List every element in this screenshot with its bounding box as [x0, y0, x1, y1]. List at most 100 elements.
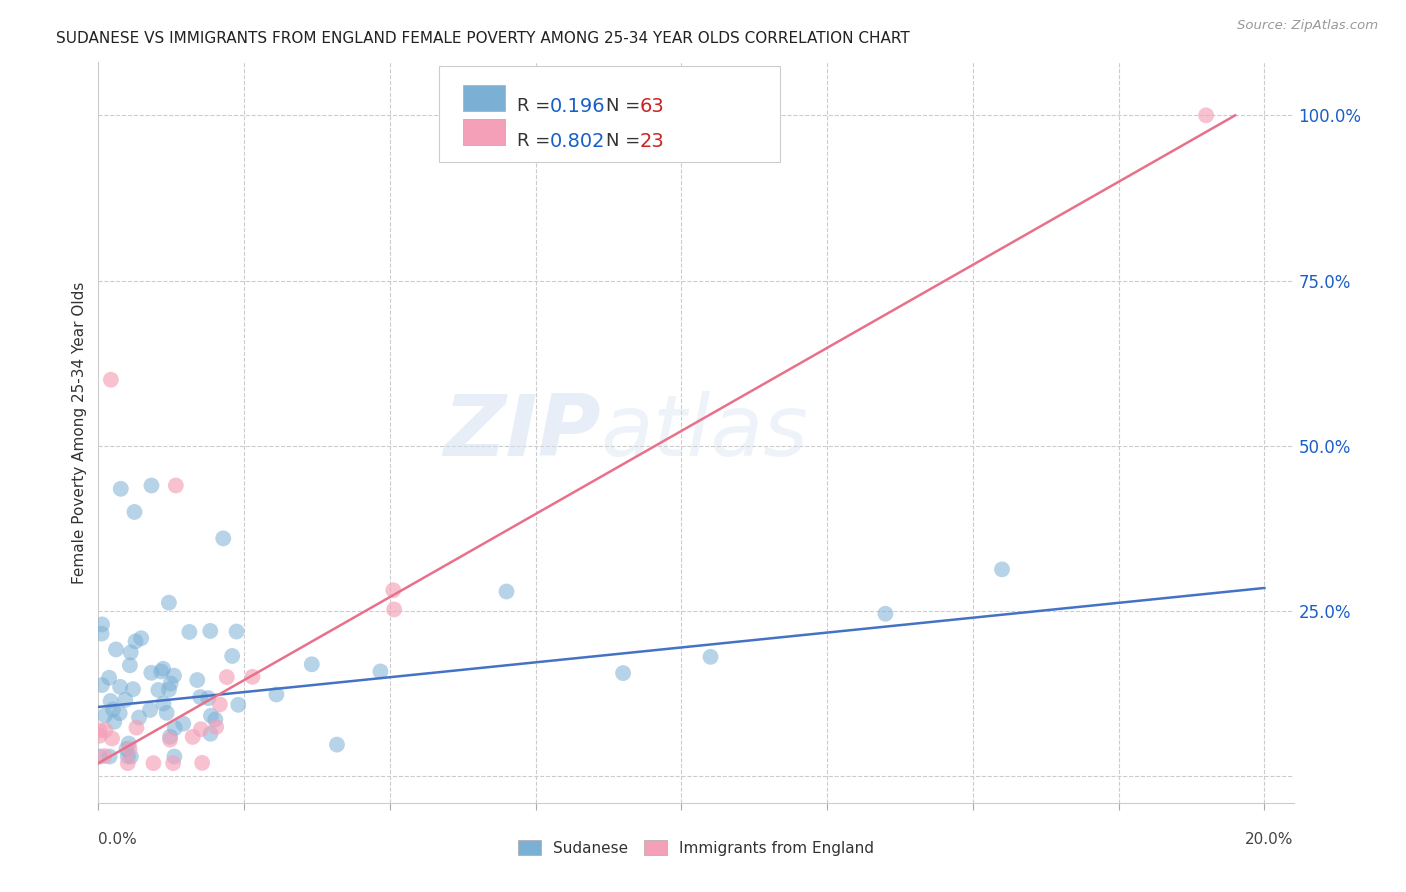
Text: 0.196: 0.196 — [550, 97, 606, 116]
Point — [152, 662, 174, 676]
Point — [172, 716, 194, 731]
Text: atlas: atlas — [600, 391, 808, 475]
Point — [89, 723, 111, 738]
Point — [122, 682, 145, 697]
Point — [190, 723, 212, 737]
Point — [225, 624, 247, 639]
Point — [124, 634, 146, 648]
Point — [181, 730, 204, 744]
Point — [94, 723, 117, 738]
Point — [157, 682, 180, 697]
Point — [110, 482, 132, 496]
Point — [159, 676, 181, 690]
FancyBboxPatch shape — [439, 66, 780, 162]
Point — [242, 670, 264, 684]
Point — [139, 703, 162, 717]
Point — [129, 632, 152, 646]
FancyBboxPatch shape — [463, 120, 505, 145]
Text: N =: N = — [606, 97, 647, 115]
Point — [93, 749, 115, 764]
Point — [100, 373, 122, 387]
Point — [208, 698, 231, 712]
Point — [152, 697, 174, 711]
Point — [200, 708, 222, 723]
Point — [200, 624, 222, 638]
Point — [162, 756, 184, 771]
Point — [186, 673, 208, 687]
Point — [212, 532, 235, 546]
Point — [118, 741, 141, 756]
Point — [117, 749, 139, 764]
Point — [103, 714, 125, 729]
Point — [141, 478, 163, 492]
Point — [118, 737, 141, 751]
Point — [165, 478, 187, 492]
Point — [98, 749, 121, 764]
Point — [191, 756, 214, 770]
Point — [382, 583, 405, 598]
Point — [90, 678, 112, 692]
Point — [141, 665, 163, 680]
Point — [142, 756, 165, 771]
Point — [148, 683, 170, 698]
Point — [90, 626, 112, 640]
Point — [370, 665, 392, 679]
Point — [94, 708, 117, 723]
Point — [875, 607, 897, 621]
Point — [120, 749, 142, 764]
Text: R =: R = — [517, 97, 555, 115]
FancyBboxPatch shape — [463, 85, 505, 111]
Point — [108, 706, 131, 721]
Point — [128, 710, 150, 724]
Point — [200, 727, 222, 741]
Point — [100, 694, 122, 708]
Point — [124, 505, 146, 519]
Point — [301, 657, 323, 672]
Point — [991, 562, 1014, 576]
Text: R =: R = — [517, 132, 555, 150]
Text: Source: ZipAtlas.com: Source: ZipAtlas.com — [1237, 19, 1378, 31]
Point — [163, 721, 186, 735]
Point — [89, 749, 111, 764]
Point — [118, 658, 141, 673]
Point — [197, 691, 219, 706]
Point — [157, 596, 180, 610]
Point — [89, 729, 111, 743]
Text: SUDANESE VS IMMIGRANTS FROM ENGLAND FEMALE POVERTY AMONG 25-34 YEAR OLDS CORRELA: SUDANESE VS IMMIGRANTS FROM ENGLAND FEMA… — [56, 31, 910, 46]
Point — [91, 617, 114, 632]
Point — [266, 688, 288, 702]
Point — [495, 584, 517, 599]
Point — [326, 738, 349, 752]
Text: 0.0%: 0.0% — [98, 831, 138, 847]
Point — [98, 671, 121, 685]
Point — [221, 648, 243, 663]
Point — [179, 624, 201, 639]
Text: ZIP: ZIP — [443, 391, 600, 475]
Point — [120, 645, 142, 659]
Point — [163, 668, 186, 682]
Point — [226, 698, 249, 712]
Point — [105, 642, 128, 657]
Text: 0.802: 0.802 — [550, 132, 606, 151]
Point — [114, 693, 136, 707]
Point — [159, 732, 181, 747]
Legend: Sudanese, Immigrants from England: Sudanese, Immigrants from England — [512, 834, 880, 862]
Point — [101, 731, 124, 746]
Point — [115, 742, 138, 756]
Point — [612, 666, 634, 681]
Point — [156, 706, 179, 720]
Point — [159, 730, 181, 744]
Point — [101, 702, 124, 716]
Text: 20.0%: 20.0% — [1246, 831, 1294, 847]
Point — [150, 665, 173, 679]
Point — [188, 690, 211, 704]
Point — [699, 649, 721, 664]
Point — [117, 756, 139, 771]
Point — [1195, 108, 1218, 122]
Y-axis label: Female Poverty Among 25-34 Year Olds: Female Poverty Among 25-34 Year Olds — [72, 282, 87, 583]
Point — [204, 713, 226, 727]
Point — [382, 602, 405, 616]
Text: N =: N = — [606, 132, 647, 150]
Point — [215, 670, 238, 684]
Point — [163, 749, 186, 764]
